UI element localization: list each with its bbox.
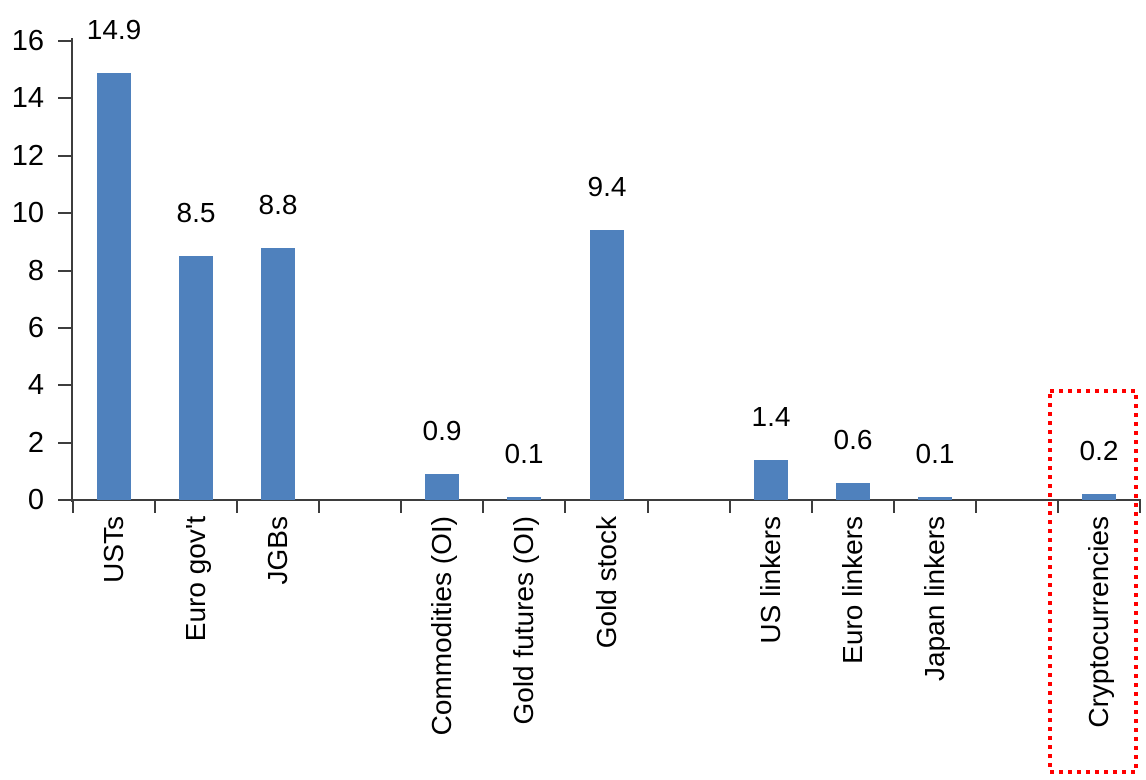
y-tick (58, 40, 71, 42)
bar-euro-linkers (836, 483, 870, 500)
bar-gold-stock (590, 230, 624, 500)
x-tick (1139, 500, 1141, 513)
x-tick (811, 500, 813, 513)
category-label-text: Commodities (OI) (426, 516, 457, 736)
y-tick-label: 12 (11, 139, 44, 172)
y-tick (58, 97, 71, 100)
y-tick (58, 212, 71, 215)
value-label-euro-gov-t: 8.5 (176, 197, 216, 228)
category-label-text: USTs (98, 516, 129, 583)
y-tick-label: 10 (11, 197, 44, 230)
category-label-text: Gold futures (OI) (508, 516, 539, 725)
bar-jgbs (261, 248, 295, 500)
highlight-box-border (1048, 389, 1138, 774)
x-tick (236, 500, 238, 513)
value-label-cryptocurrencies: 0.2 (1079, 435, 1119, 466)
x-tick (318, 500, 320, 513)
y-tick (58, 154, 71, 157)
y-tick (58, 384, 71, 387)
value-label-japan-linkers: 0.1 (915, 438, 955, 469)
category-label-text: US linkers (755, 516, 786, 644)
category-label-text: JGBs (262, 516, 293, 585)
value-label-jgbs: 8.8 (258, 189, 298, 220)
value-label-gold-futures-oi: 0.1 (504, 438, 544, 469)
bar-us-linkers (754, 460, 788, 500)
value-label-euro-linkers: 0.6 (833, 424, 873, 455)
x-tick (729, 500, 731, 513)
y-axis-line (71, 38, 73, 502)
x-tick (975, 500, 977, 513)
bar-gold-futures-oi (507, 497, 541, 500)
value-label-us-linkers: 1.4 (751, 401, 791, 432)
x-tick (647, 500, 649, 513)
y-tick-label: 2 (27, 426, 44, 459)
category-label-text: Euro linkers (837, 516, 868, 664)
bar-japan-linkers (918, 497, 952, 500)
x-tick (482, 500, 484, 513)
y-tick-label: 4 (27, 369, 44, 402)
y-tick (58, 499, 71, 501)
x-tick (564, 500, 566, 513)
value-label-gold-stock: 9.4 (587, 171, 627, 202)
category-label-text: Japan linkers (919, 516, 950, 681)
category-label-text: Euro gov't (180, 516, 211, 642)
x-tick (154, 500, 156, 513)
value-label-commodities-oi: 0.9 (422, 415, 462, 446)
bar-euro-gov-t (179, 256, 213, 500)
y-tick-label: 16 (11, 25, 44, 57)
bar-commodities-oi (425, 474, 459, 500)
y-tick (58, 441, 71, 444)
category-label-text: Gold stock (591, 516, 622, 649)
x-tick (893, 500, 895, 513)
highlight-box (1048, 389, 1138, 774)
y-tick-label: 8 (27, 254, 44, 287)
y-tick-label: 6 (27, 311, 44, 344)
y-tick (58, 326, 71, 329)
value-label-usts: 14.9 (86, 14, 142, 45)
bar-cryptocurrencies (1082, 494, 1116, 500)
y-tick-label: 14 (11, 82, 44, 115)
x-tick (400, 500, 402, 513)
bar-usts (97, 73, 131, 500)
x-tick (72, 500, 74, 513)
x-tick (1057, 500, 1059, 513)
y-tick-label: 0 (27, 484, 44, 516)
x-axis-line (71, 499, 1141, 501)
y-tick (58, 269, 71, 272)
